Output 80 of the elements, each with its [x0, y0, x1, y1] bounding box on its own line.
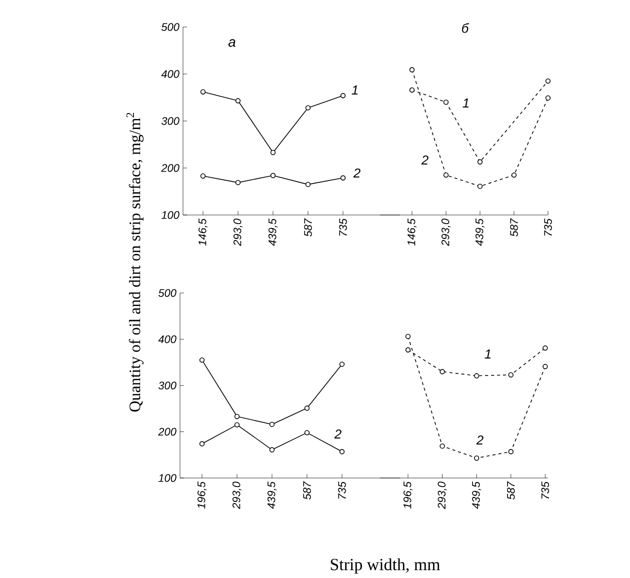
- x-tick-label: 587: [304, 218, 312, 237]
- x-tick-label: 293,0: [441, 218, 451, 246]
- y-tick-label: 400: [161, 70, 180, 78]
- point: [305, 182, 311, 188]
- point: [440, 369, 445, 374]
- point: [545, 95, 551, 101]
- point: [304, 430, 310, 436]
- point: [542, 364, 548, 370]
- x-tick-label: 735: [338, 481, 346, 499]
- y-axis-title: Quantity of oil and dirt on strip surface, mg/m$^{2}$: [126, 112, 144, 412]
- annotation: 2: [334, 429, 342, 439]
- point: [234, 422, 240, 428]
- y-tick-label: 500: [161, 23, 180, 31]
- point: [200, 89, 206, 94]
- point: [199, 357, 205, 363]
- point: [269, 447, 275, 452]
- point: [234, 414, 240, 420]
- point: [235, 98, 241, 104]
- point: [340, 175, 346, 180]
- point: [304, 406, 310, 411]
- point: [270, 172, 276, 178]
- point: [405, 347, 411, 352]
- x-tick-label: 196,5: [197, 481, 207, 509]
- y-tick-label: 400: [158, 335, 176, 344]
- point: [508, 449, 514, 454]
- y-tick-label: 100: [158, 474, 176, 482]
- annotation: 1: [462, 98, 469, 108]
- y-tick-label: 100: [161, 211, 180, 219]
- point: [200, 173, 206, 179]
- point: [474, 456, 480, 461]
- point: [477, 184, 483, 189]
- x-tick-label: 587: [303, 481, 311, 500]
- point: [235, 180, 241, 186]
- point: [269, 422, 275, 427]
- point: [305, 105, 311, 110]
- point: [545, 78, 551, 84]
- annotation: a: [228, 39, 236, 47]
- x-tick-label: 439,5: [472, 481, 482, 509]
- point: [474, 373, 480, 378]
- x-tick-label: 146,5: [198, 218, 208, 246]
- point: [409, 87, 415, 93]
- x-axis-title: Strip width, mm: [330, 558, 440, 574]
- x-tick-label: 439,5: [267, 481, 277, 509]
- point: [477, 159, 483, 164]
- y-tick-label: 300: [161, 117, 180, 125]
- x-tick-label: 587: [507, 481, 515, 500]
- y-tick-label: 500: [158, 289, 176, 297]
- point: [340, 93, 346, 98]
- point: [405, 334, 411, 340]
- y-tick-label: 200: [158, 428, 176, 436]
- annotation: 1: [484, 350, 491, 358]
- x-tick-label: 735: [541, 481, 550, 499]
- point: [508, 372, 514, 378]
- x-tick-label: 293,0: [438, 482, 447, 510]
- point: [443, 100, 449, 105]
- y-tick-label: 200: [161, 164, 180, 172]
- point: [409, 67, 415, 72]
- x-tick-label: 146,5: [407, 218, 417, 246]
- point: [511, 172, 517, 178]
- x-tick-label: 439,5: [475, 218, 485, 246]
- y-tick-label: 300: [158, 382, 176, 390]
- annotation: б: [462, 23, 470, 33]
- point: [443, 172, 449, 178]
- x-tick-label: 439,5: [268, 218, 278, 246]
- x-tick-label: 196,5: [403, 481, 413, 509]
- annotation: 2: [421, 155, 428, 165]
- x-tick-label: 735: [339, 218, 347, 236]
- annotation: 2: [476, 435, 484, 445]
- annotation: 1: [352, 86, 358, 94]
- point: [339, 449, 345, 454]
- point: [270, 150, 276, 156]
- point: [542, 345, 548, 351]
- annotation: 2: [353, 168, 360, 178]
- point: [440, 443, 445, 449]
- point: [339, 362, 345, 367]
- x-tick-label: 587: [510, 218, 518, 237]
- point: [199, 441, 205, 446]
- x-tick-label: 293,0: [232, 482, 242, 510]
- x-tick-label: 735: [544, 218, 552, 236]
- x-tick-label: 293,0: [233, 218, 243, 246]
